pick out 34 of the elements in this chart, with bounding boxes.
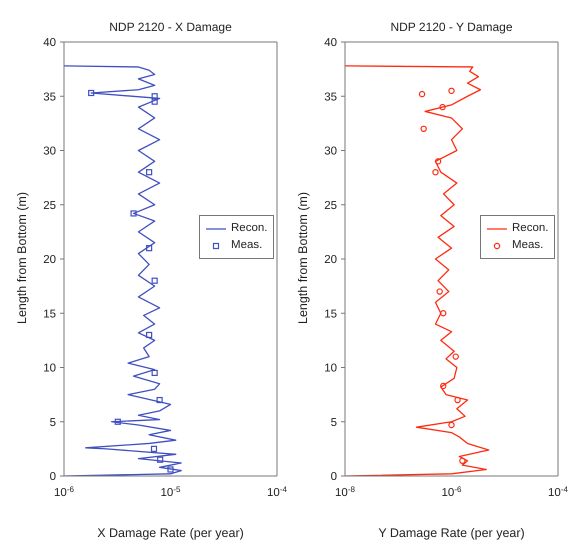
- y-axis-title: Length from Bottom (m): [15, 191, 29, 326]
- legend-label: Meas.: [512, 238, 544, 253]
- y-tick-label: 35: [43, 91, 56, 104]
- x-tick-label: 10$^{-8}$: [335, 484, 356, 499]
- y-tick-label: 10: [324, 362, 337, 374]
- x-tick-label: 10$^{-6}$: [54, 484, 74, 499]
- x-tick-label: 10$^{-6}$: [442, 484, 462, 499]
- y-tick-label: 40: [43, 37, 56, 49]
- legend-label: Meas.: [231, 238, 262, 253]
- y-tick-label: 15: [324, 308, 337, 320]
- y-tick-label: 0: [330, 471, 337, 483]
- x-axis-title: X Damage Rate (per year): [96, 526, 245, 540]
- y-tick-label: 25: [43, 200, 56, 212]
- x-axis-title: Y Damage Rate (per year): [377, 526, 526, 540]
- y-tick-label: 35: [324, 91, 337, 104]
- y-axis-title: Length from Bottom (m): [296, 191, 310, 326]
- y-tick-label: 5: [50, 416, 56, 429]
- y-tick-label: 15: [43, 308, 56, 320]
- y-tick-label: 25: [324, 200, 337, 212]
- y-tick-label: 10: [43, 362, 56, 374]
- y-tick-label: 20: [324, 254, 337, 266]
- x-tick-label: 10$^{-5}$: [160, 484, 181, 499]
- y-tick-label: 40: [324, 37, 337, 49]
- y-tick-label: 30: [324, 146, 337, 158]
- y-tick-label: 5: [330, 416, 337, 429]
- y-tick-label: 30: [43, 146, 56, 158]
- x-tick-label: 10$^{-4}$: [267, 484, 288, 499]
- chart-title: NDP 2120 - Y Damage: [389, 20, 514, 34]
- y-tick-label: 0: [50, 471, 56, 483]
- chart-title: NDP 2120 - X Damage: [108, 20, 233, 34]
- y-tick-label: 20: [43, 254, 56, 266]
- x-tick-label: 10$^{-4}$: [548, 484, 568, 499]
- legend-label: Recon.: [231, 221, 268, 236]
- legend-label: Recon.: [512, 221, 548, 236]
